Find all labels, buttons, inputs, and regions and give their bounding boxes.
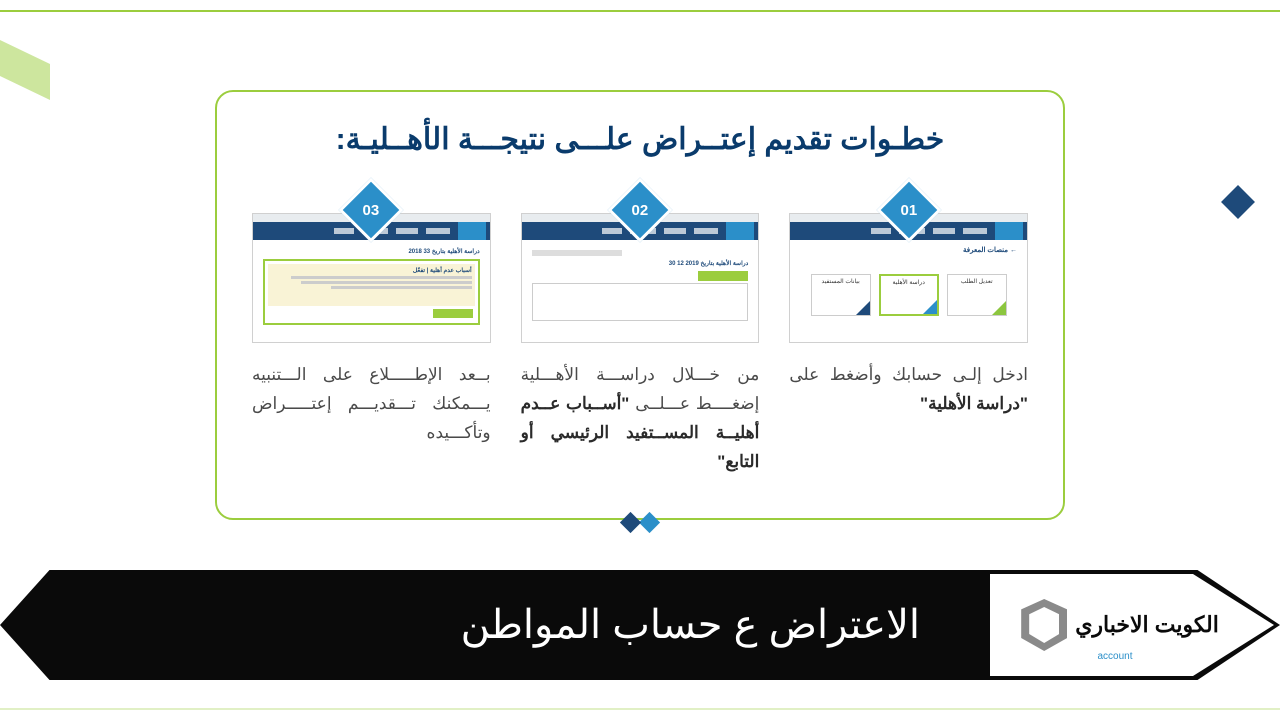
step-text-01: ادخل إلـى حسابك وأضغط على "دراسة الأهلية…	[789, 361, 1028, 419]
logo-subtext: account	[1097, 651, 1132, 662]
step-02: 02 دراسة الأهلية بتاريخ 2019 12 30 من	[521, 187, 760, 477]
footer-headline-bar: الاعتراض ع حساب المواطن	[0, 570, 990, 680]
main-card: خطـوات تقديم إعتــراض علـــى نتيجـــة ال…	[215, 90, 1065, 520]
left-green-accent	[0, 40, 50, 100]
top-accent-line	[0, 10, 1280, 12]
card-title: خطـوات تقديم إعتــراض علـــى نتيجـــة ال…	[252, 122, 1028, 157]
steps-row: 01 ← منصات المعرفة تعديل الطلب دراسة الأ…	[252, 187, 1028, 477]
footer-logo-arrow: الكويت الاخباري account	[950, 570, 1280, 680]
right-diamond-accent	[1221, 185, 1255, 219]
step-text-02: من خـــلال دراســـة الأهـــلية إضغــــط …	[521, 361, 760, 477]
card-bottom-diamonds	[623, 515, 657, 530]
logo-shield-icon	[1021, 599, 1067, 651]
footer-bar: الكويت الاخباري account الاعتراض ع حساب …	[0, 570, 1280, 680]
footer-headline: الاعتراض ع حساب المواطن	[461, 602, 920, 648]
step-03: 03 دراسة الأهلية بتاريخ 33 2018 أسباب عد…	[252, 187, 491, 477]
step-01: 01 ← منصات المعرفة تعديل الطلب دراسة الأ…	[789, 187, 1028, 477]
step-text-03: بــعد الإطـــــلاع على الـــتنبيه يـــمك…	[252, 361, 491, 448]
logo-text: الكويت الاخباري	[1075, 612, 1219, 638]
bottom-baseline	[0, 708, 1280, 710]
